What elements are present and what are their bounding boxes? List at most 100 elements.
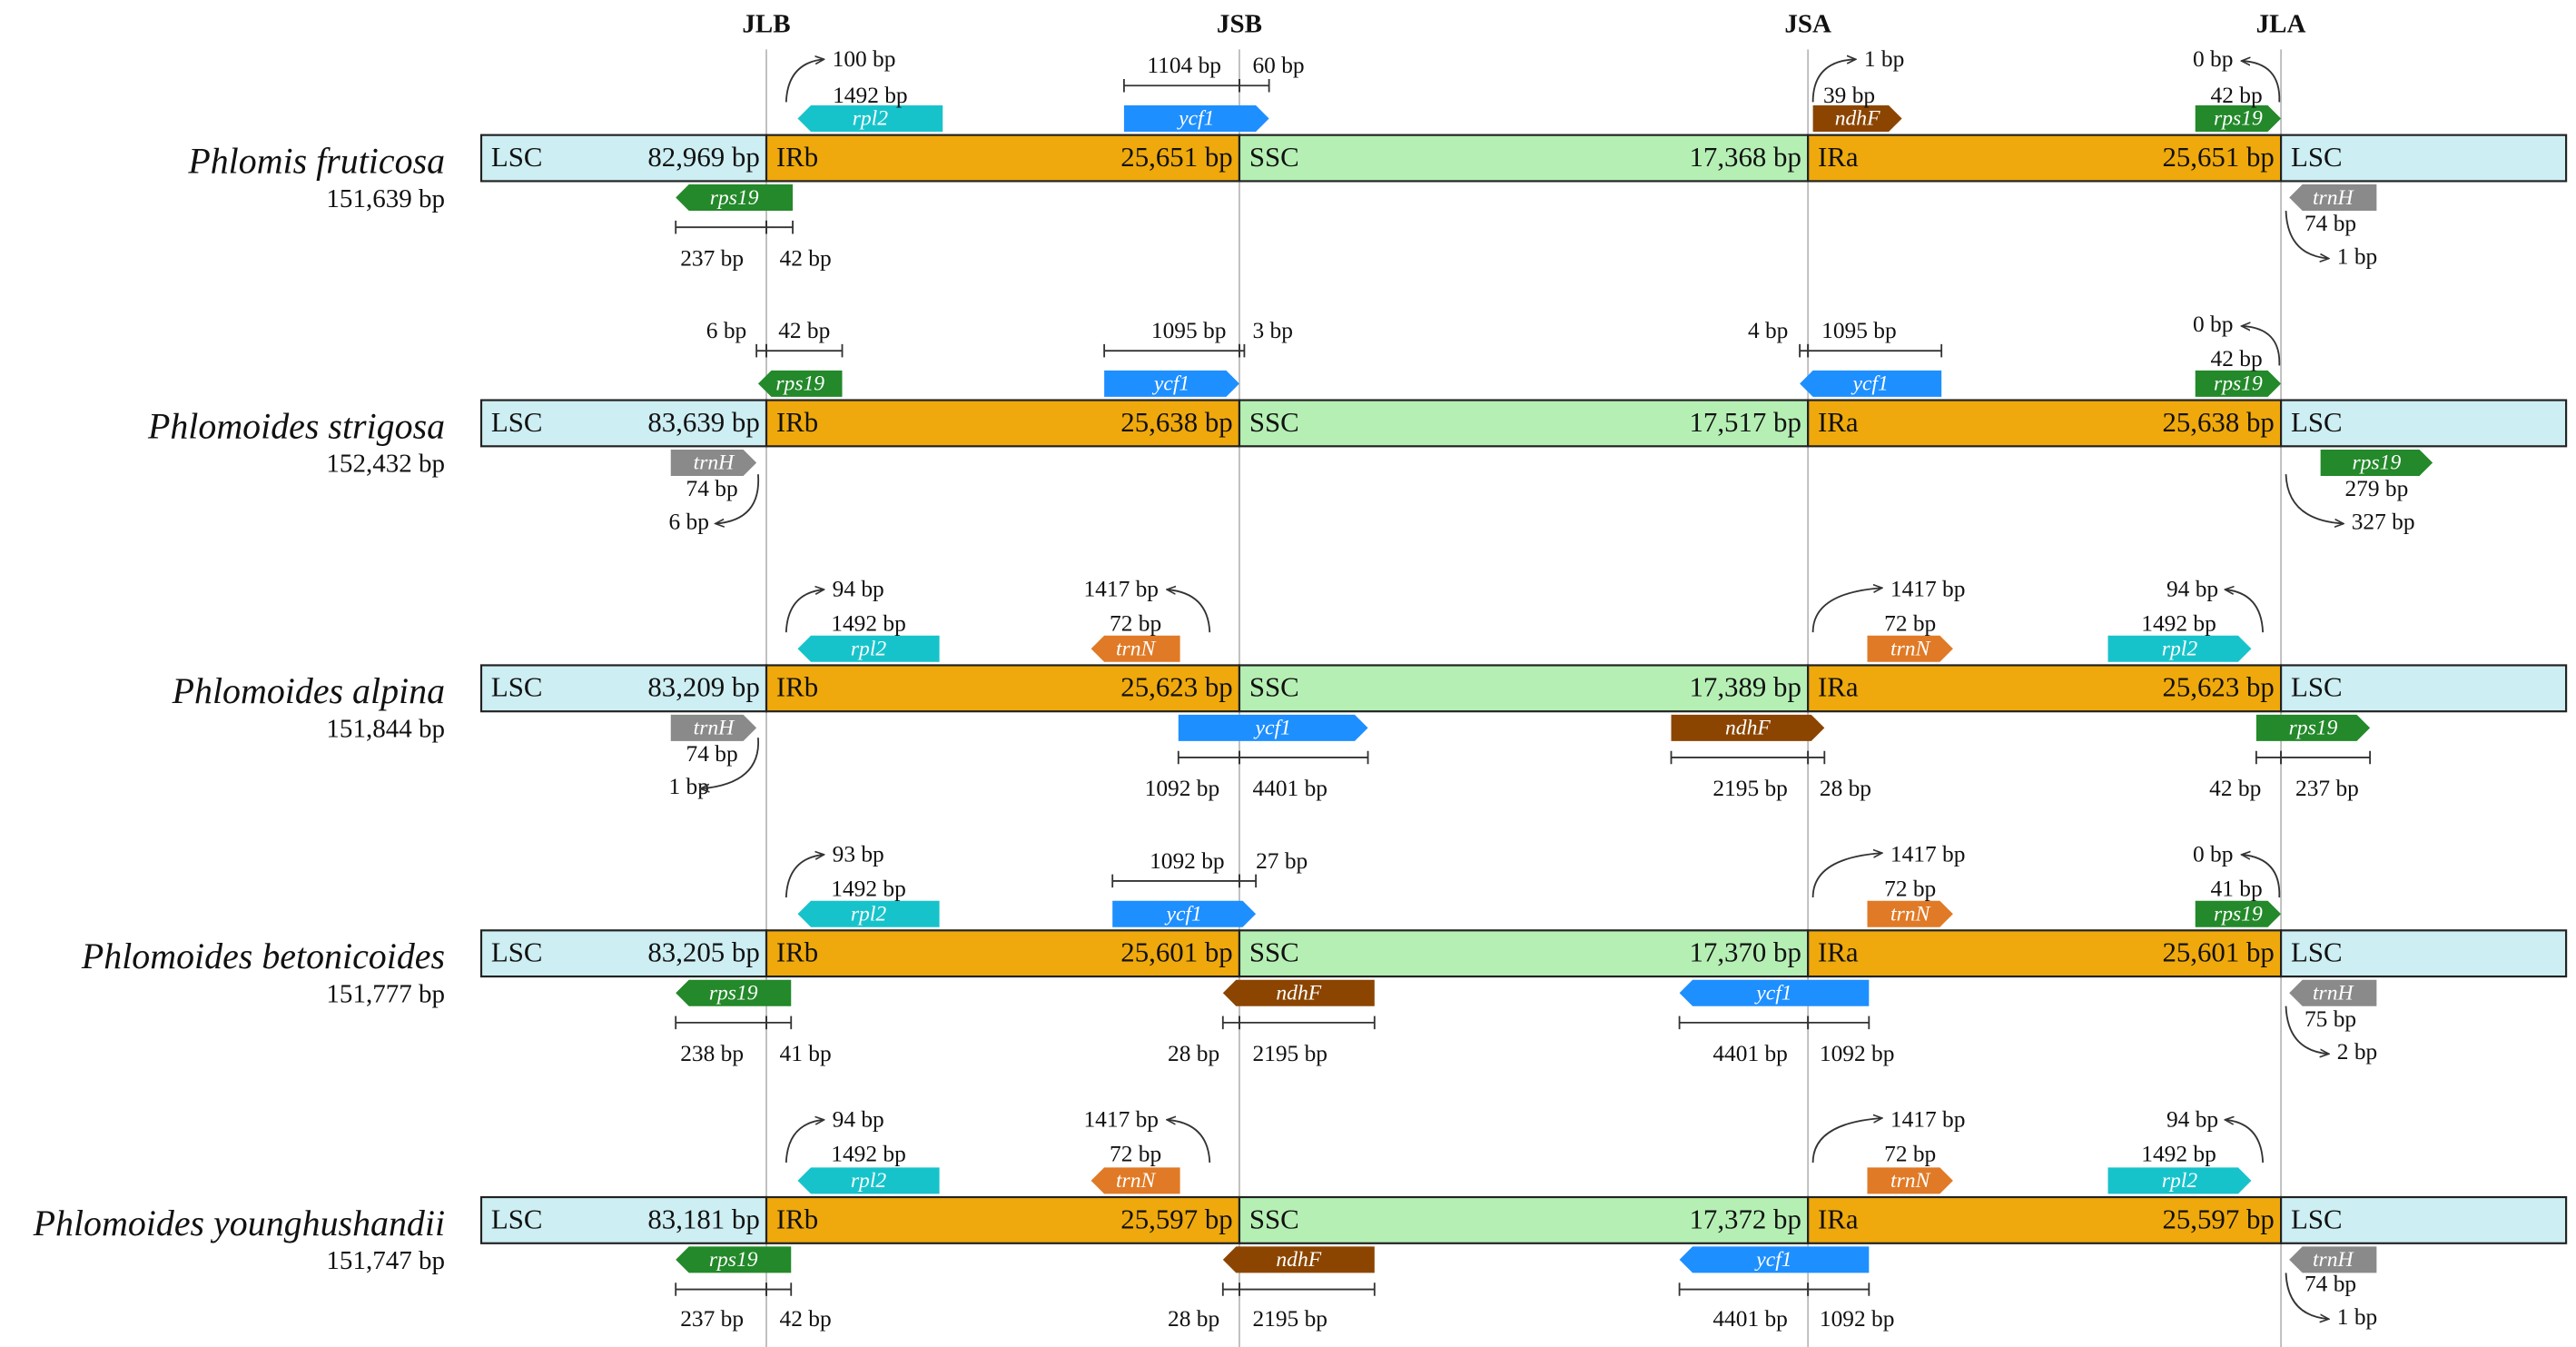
distance-label: 2195 bp (1252, 1306, 1327, 1332)
gene (1104, 370, 1239, 397)
junction-label: JLA (2256, 10, 2306, 39)
distance-label: 1 bp (668, 774, 708, 799)
region (765, 664, 1241, 713)
distance-label: 327 bp (2352, 509, 2415, 534)
region-length: 17,368 bp (1690, 142, 1801, 173)
bracket (1807, 343, 1943, 358)
gene-label: trnN (1890, 902, 1931, 926)
gene (797, 105, 943, 133)
gene (2107, 1167, 2252, 1194)
genome-row: Phlomoides alpina 151,844 bp LSC 83,209 bp I… (172, 577, 2568, 801)
distance-label: 1492 bp (833, 83, 908, 108)
gene-label: ycf1 (1254, 717, 1291, 740)
gene (670, 449, 757, 476)
genome-length: 152,432 bp (326, 450, 445, 479)
region-length: 25,601 bp (2162, 937, 2274, 968)
distance-label: 28 bp (1168, 1041, 1219, 1066)
region (1238, 134, 1810, 183)
gene-label: ndhF (1276, 981, 1321, 1005)
pointer-arrow (700, 738, 759, 788)
distance-label: 2 bp (2337, 1039, 2377, 1065)
bracket (1103, 343, 1240, 358)
genome-length: 151,844 bp (326, 715, 445, 744)
gene (1178, 714, 1368, 741)
region-label: LSC (491, 672, 543, 703)
distance-label: 1 bp (2337, 1304, 2377, 1330)
distance-label: 74 bp (686, 476, 738, 501)
distance-label: 42 bp (2211, 83, 2263, 108)
gene (1812, 105, 1902, 133)
distance-label: 1092 bp (1820, 1306, 1895, 1332)
region-label: IRa (1818, 407, 1859, 438)
gene (1091, 1167, 1180, 1194)
gene-label: rps19 (775, 372, 824, 396)
pointer-arrow (785, 59, 824, 103)
gene-label: ycf1 (1754, 1248, 1791, 1272)
region (765, 929, 1241, 978)
gene-label: ycf1 (1152, 372, 1189, 396)
region-label: LSC (2291, 672, 2343, 703)
region (1238, 929, 1810, 978)
region-length: 25,623 bp (1120, 672, 1232, 703)
gene-label: rpl2 (851, 1169, 887, 1193)
bracket (2255, 750, 2283, 765)
pointer-arrow (785, 855, 824, 898)
gene-label: rps19 (709, 981, 758, 1005)
gene (2255, 714, 2371, 741)
pointer-arrow (2285, 1005, 2329, 1055)
distance-label: 4401 bp (1712, 1041, 1788, 1066)
distance-label: 42 bp (778, 318, 830, 343)
distance-label: 42 bp (2209, 776, 2261, 801)
bracket (1221, 1283, 1240, 1296)
gene-label: rps19 (2352, 451, 2401, 475)
region-length: 25,651 bp (1120, 142, 1232, 173)
distance-label: 1492 bp (831, 611, 906, 637)
gene-label: trnH (2313, 1248, 2355, 1272)
distance-label: 1092 bp (1150, 848, 1225, 874)
region-label: SSC (1249, 142, 1299, 173)
distance-label: 41 bp (780, 1041, 832, 1066)
distance-label: 1 bp (1864, 46, 1904, 72)
species-name: Phlomis fruticosa (187, 140, 445, 181)
region-label: LSC (2291, 937, 2343, 968)
distance-label: 237 bp (680, 245, 744, 271)
distance-label: 279 bp (2344, 476, 2408, 501)
region-length: 17,389 bp (1690, 672, 1801, 703)
distance-label: 2195 bp (1252, 1041, 1327, 1066)
genome-row: Phlomoides younghushandii 151,747 bp LSC 83… (33, 1106, 2568, 1332)
pointer-arrow (785, 1120, 824, 1163)
gene-label: ycf1 (1164, 902, 1201, 926)
bracket (2280, 750, 2372, 765)
pointer-arrow (2225, 1120, 2265, 1163)
bracket (765, 1015, 793, 1030)
region-length: 82,969 bp (647, 142, 759, 173)
gene (1671, 714, 1825, 741)
gene-label: rps19 (709, 1248, 758, 1272)
genome-row: Phlomoides strigosa 152,432 bp LSC 83,639 b… (147, 312, 2568, 534)
gene (1123, 105, 1269, 133)
pointer-arrow (1811, 1118, 1882, 1163)
gene-label: ndhF (1725, 717, 1771, 740)
region-length: 17,370 bp (1690, 937, 1801, 968)
distance-label: 28 bp (1820, 776, 1871, 801)
bracket (675, 1283, 767, 1296)
pointer-arrow (2285, 1273, 2329, 1319)
distance-label: 39 bp (1823, 83, 1875, 108)
gene (1222, 1246, 1375, 1273)
bracket (1678, 1015, 1810, 1030)
pointer-arrow (2285, 211, 2329, 259)
region-label: LSC (2291, 142, 2343, 173)
gene-label: trnN (1116, 638, 1157, 661)
region (479, 399, 768, 448)
distance-label: 3 bp (1252, 318, 1292, 343)
gene (2107, 635, 2252, 662)
pointer-arrow (1811, 853, 1882, 898)
genome-length: 151,777 bp (326, 980, 445, 1009)
distance-label: 1417 bp (1890, 577, 1966, 602)
region (1238, 1195, 1810, 1244)
distance-label: 74 bp (2305, 211, 2356, 236)
distance-label: 94 bp (2166, 577, 2218, 602)
distance-label: 42 bp (780, 1306, 832, 1332)
